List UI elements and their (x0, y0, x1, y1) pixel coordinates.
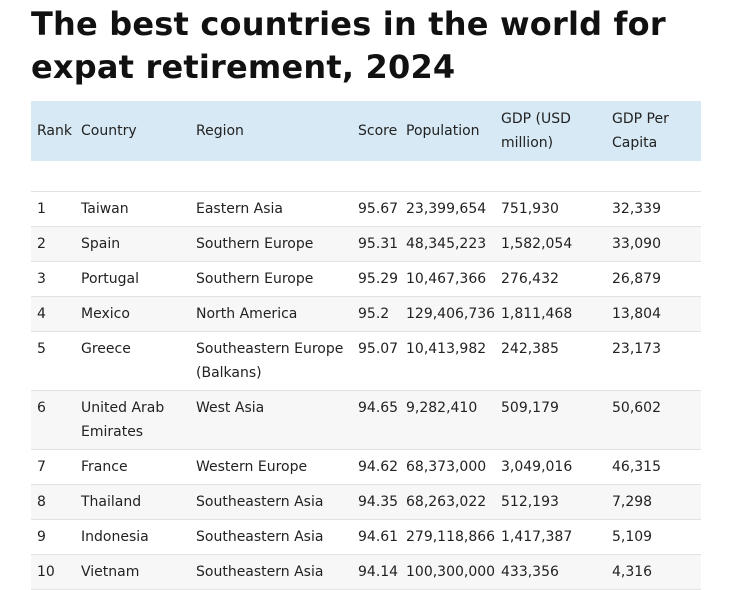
cell-population: 100,300,000 (400, 554, 495, 590)
cell-gdp: 1,811,468 (495, 296, 606, 332)
cell-score: 95.67 (352, 191, 400, 227)
cell-gdp: 276,432 (495, 261, 606, 297)
cell-score: 95.07 (352, 331, 400, 391)
cell-rank: 3 (31, 261, 75, 297)
cell-rank: 7 (31, 449, 75, 485)
countries-table: Rank Country Region Score Population GDP… (31, 101, 701, 590)
cell-gdp-per-capita: 13,804 (606, 296, 701, 332)
cell-population: 23,399,654 (400, 191, 495, 227)
header-gdp[interactable]: GDP (USD million) (495, 101, 606, 161)
cell-rank: 4 (31, 296, 75, 332)
cell-rank: 6 (31, 390, 75, 450)
table-row: 4 Mexico North America 95.2 129,406,736 1,811… (31, 296, 701, 332)
cell-rank: 9 (31, 519, 75, 555)
cell-rank: 5 (31, 331, 75, 391)
cell-region: Southern Europe (190, 261, 352, 297)
cell-gdp: 242,385 (495, 331, 606, 391)
cell-population: 68,373,000 (400, 449, 495, 485)
cell-score: 95.2 (352, 296, 400, 332)
cell-rank: 1 (31, 191, 75, 227)
cell-population: 279,118,866 (400, 519, 495, 555)
cell-region: West Asia (190, 390, 352, 450)
cell-population: 48,345,223 (400, 226, 495, 262)
cell-region: Southeastern Asia (190, 554, 352, 590)
cell-score: 94.62 (352, 449, 400, 485)
cell-population: 10,467,366 (400, 261, 495, 297)
page-title: The best countries in the world for expa… (31, 5, 666, 86)
cell-country: Mexico (75, 296, 190, 332)
cell-gdp: 1,582,054 (495, 226, 606, 262)
cell-region: Southeastern Europe (Balkans) (190, 331, 352, 391)
cell-population: 9,282,410 (400, 390, 495, 450)
spacer-cell (31, 161, 701, 192)
cell-region: Eastern Asia (190, 191, 352, 227)
cell-country: Taiwan (75, 191, 190, 227)
cell-country: Indonesia (75, 519, 190, 555)
cell-score: 95.29 (352, 261, 400, 297)
cell-rank: 2 (31, 226, 75, 262)
table-row: 9 Indonesia Southeastern Asia 94.61 279,118,… (31, 519, 701, 555)
cell-gdp-per-capita: 26,879 (606, 261, 701, 297)
cell-country: Portugal (75, 261, 190, 297)
header-rank[interactable]: Rank (31, 101, 75, 161)
table-row: 2 Spain Southern Europe 95.31 48,345,223 1,58… (31, 226, 701, 262)
cell-country: Thailand (75, 484, 190, 520)
header-gdp-per-capita[interactable]: GDP Per Capita (606, 101, 701, 161)
cell-gdp-per-capita: 7,298 (606, 484, 701, 520)
table-row: 1 Taiwan Eastern Asia 95.67 23,399,654 751,93… (31, 191, 701, 227)
cell-country: United Arab Emirates (75, 390, 190, 450)
cell-gdp: 512,193 (495, 484, 606, 520)
table-row: 6 United Arab Emirates West Asia 94.65 9,282… (31, 390, 701, 450)
cell-gdp-per-capita: 50,602 (606, 390, 701, 450)
cell-population: 10,413,982 (400, 331, 495, 391)
cell-gdp-per-capita: 32,339 (606, 191, 701, 227)
cell-gdp-per-capita: 33,090 (606, 226, 701, 262)
cell-region: Western Europe (190, 449, 352, 485)
cell-region: Southern Europe (190, 226, 352, 262)
cell-gdp-per-capita: 46,315 (606, 449, 701, 485)
cell-gdp: 433,356 (495, 554, 606, 590)
table-row: 10 Vietnam Southeastern Asia 94.14 100,300,0… (31, 554, 701, 590)
cell-gdp: 509,179 (495, 390, 606, 450)
table-row: 3 Portugal Southern Europe 95.29 10,467,366 2… (31, 261, 701, 297)
cell-score: 94.65 (352, 390, 400, 450)
cell-rank: 10 (31, 554, 75, 590)
cell-region: North America (190, 296, 352, 332)
cell-score: 95.31 (352, 226, 400, 262)
cell-gdp: 3,049,016 (495, 449, 606, 485)
header-score[interactable]: Score (352, 101, 400, 161)
cell-gdp: 1,417,387 (495, 519, 606, 555)
cell-gdp-per-capita: 23,173 (606, 331, 701, 391)
cell-country: France (75, 449, 190, 485)
table-spacer-row (31, 161, 701, 192)
table-row: 7 France Western Europe 94.62 68,373,000 3,04… (31, 449, 701, 485)
table-header-row: Rank Country Region Score Population GDP… (31, 101, 701, 161)
cell-gdp-per-capita: 5,109 (606, 519, 701, 555)
cell-country: Vietnam (75, 554, 190, 590)
cell-country: Spain (75, 226, 190, 262)
cell-rank: 8 (31, 484, 75, 520)
cell-gdp-per-capita: 4,316 (606, 554, 701, 590)
table-row: 5 Greece Southeastern Europe (Balkans) 95.0… (31, 331, 701, 391)
cell-population: 129,406,736 (400, 296, 495, 332)
cell-gdp: 751,930 (495, 191, 606, 227)
cell-country: Greece (75, 331, 190, 391)
cell-region: Southeastern Asia (190, 484, 352, 520)
cell-population: 68,263,022 (400, 484, 495, 520)
cell-score: 94.35 (352, 484, 400, 520)
table-body: 1 Taiwan Eastern Asia 95.67 23,399,654 751,93… (31, 161, 701, 590)
cell-score: 94.14 (352, 554, 400, 590)
header-population[interactable]: Population (400, 101, 495, 161)
cell-region: Southeastern Asia (190, 519, 352, 555)
cell-score: 94.61 (352, 519, 400, 555)
header-country[interactable]: Country (75, 101, 190, 161)
table-row: 8 Thailand Southeastern Asia 94.35 68,263,02… (31, 484, 701, 520)
header-region[interactable]: Region (190, 101, 352, 161)
